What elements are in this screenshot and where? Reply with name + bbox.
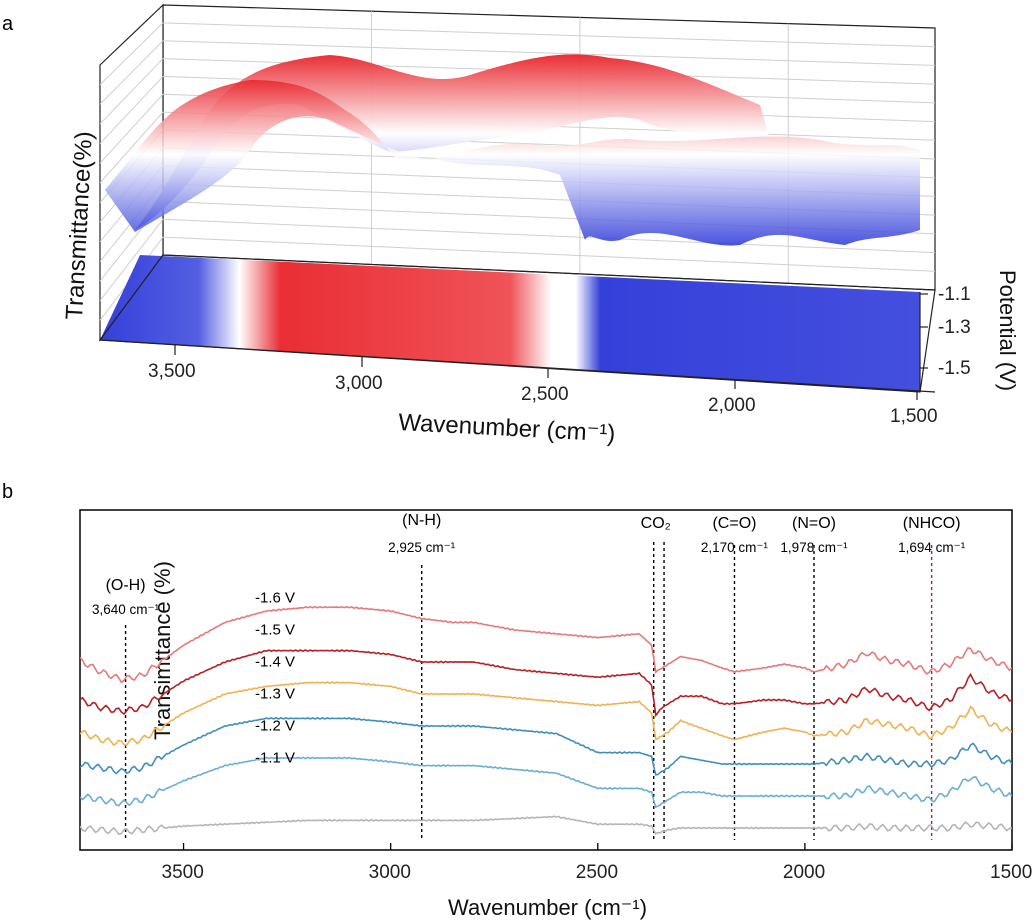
grid-line-side: [99, 40, 164, 105]
series-label: -1.3 V: [255, 686, 295, 703]
series-label: -1.4 V: [255, 654, 295, 671]
x-tick-label: 2500: [576, 862, 618, 883]
peak-label: (NHCO): [903, 515, 961, 532]
panel-b-x-ticks: 3500 3000 2500 2000 1500: [162, 843, 1032, 883]
peak-label: (O-H): [106, 577, 146, 594]
panel-b-spectra: b 3500 3000 2500 2000 1500 Wavenumber (cm⁻¹)…: [2, 481, 1032, 920]
peak-wavenumber: 2,925 cm⁻¹: [388, 540, 456, 555]
peak-label: (N-H): [402, 512, 441, 529]
x-tick-label: 1500: [990, 862, 1032, 883]
x-tick-label: 1,500: [890, 406, 938, 427]
grid-line-side: [99, 76, 164, 144]
panel-a-ylabel: Transmittance(%): [61, 131, 98, 321]
grid-line-back: [162, 236, 936, 272]
panel-a-zlabel: Potential (V): [995, 270, 1020, 391]
peak-wavenumber: 2,170 cm⁻¹: [701, 540, 769, 555]
series-line: [80, 815, 1012, 836]
spectra-lines: [80, 605, 1012, 836]
z-tick-label: -1.5: [938, 358, 971, 379]
floor-outline: [98, 254, 936, 393]
x-tick-label: 2000: [783, 862, 825, 883]
grid-line-side: [99, 111, 164, 184]
series-line: [80, 716, 1012, 776]
3d-surface-front: [105, 80, 920, 246]
series-label: -1.1 V: [255, 750, 295, 767]
x-tick-label: 3,000: [335, 373, 383, 394]
series-label: -1.6 V: [255, 590, 295, 607]
plot-frame: [79, 509, 1013, 851]
peak-wavenumber: 3,640 cm⁻¹: [92, 602, 160, 617]
panel-a-xlabel: Wavenumber (cm⁻¹): [398, 409, 616, 447]
x-tick-label: 3000: [369, 862, 411, 883]
grid-line-side: [99, 58, 164, 125]
panel-a-x-ticks: 3,500 3,000 2,500 2,000 1,500: [148, 345, 938, 427]
grid-line-side: [99, 22, 164, 85]
peak-annotations: (O-H) 3,640 cm⁻¹ (N-H) 2,925 cm⁻¹ CO₂ (C=O) 2,…: [92, 512, 966, 840]
panel-b-xlabel: Wavenumber (cm⁻¹): [448, 895, 647, 920]
series-label: -1.2 V: [255, 718, 295, 735]
grid-line-side: [99, 93, 164, 164]
panel-b-ylabel: Transimttance (%): [150, 561, 175, 740]
peak-label: (C=O): [712, 515, 756, 532]
panel-b-letter: b: [2, 481, 13, 503]
series-label: -1.5 V: [255, 622, 295, 639]
x-tick-label: 2,000: [708, 395, 756, 416]
grid-line-back: [162, 218, 936, 254]
peak-label: (N=O): [792, 515, 836, 532]
panel-a-3d-surface: a 3,500 3,000 2,500 2,000 1,500 Wavenumber (…: [2, 3, 1020, 447]
peak-label: CO₂: [641, 515, 671, 532]
x-tick-label: 2,500: [521, 384, 569, 405]
peak-wavenumber: 1,978 cm⁻¹: [780, 540, 848, 555]
series-line: [80, 605, 1012, 684]
peak-wavenumber: 1,694 cm⁻¹: [898, 540, 966, 555]
series-line: [80, 681, 1012, 747]
grid-line-side: [99, 218, 164, 302]
z-tick-label: -1.3: [938, 317, 971, 338]
grid-line-back: [162, 22, 936, 48]
panel-a-x-axis: [99, 339, 936, 393]
grid-line-back: [162, 40, 936, 66]
panel-a-z-ticks: -1.1 -1.3 -1.5: [920, 284, 971, 379]
x-tick-label: 3,500: [148, 361, 196, 382]
x-tick-label: 3500: [162, 862, 204, 883]
panel-a-letter: a: [2, 13, 14, 35]
series-line: [80, 756, 1012, 809]
series-line: [80, 649, 1012, 718]
series-labels: -1.6 V -1.5 V -1.4 V -1.3 V -1.2 V -1.1 V: [255, 590, 295, 767]
floor-heatmap: [100, 255, 920, 392]
z-tick-label: -1.1: [938, 284, 971, 305]
